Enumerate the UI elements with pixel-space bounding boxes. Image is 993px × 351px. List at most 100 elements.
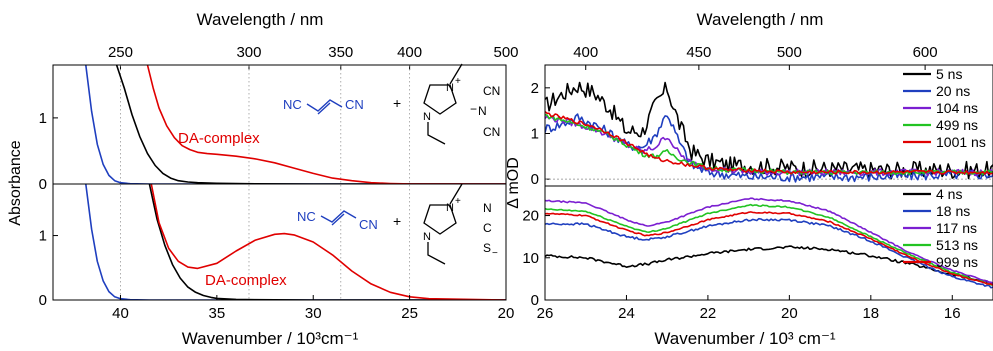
scheme-upper-acceptor-nc: NC [283,97,302,112]
right-top-tick-label-2: 500 [777,44,802,61]
right-xtick-label-2: 22 [700,305,717,322]
scheme-upper-acceptor-bond [306,99,343,112]
right-legend0-label-1: 20 ns [936,83,970,99]
left-xtick-label-2: 30 [305,305,322,322]
left-lower-subplot: 01 [39,184,506,309]
left-x-axis-label: Wavenumber / 10³cm⁻¹ [182,329,359,348]
left-top-tick-label-0: 250 [108,44,133,61]
right-top-tick-label-3: 600 [913,44,938,61]
left-bottom-ticks: 40 35 30 25 20 [112,295,514,322]
right-xtick-label-0: 26 [537,305,554,322]
scheme-lower-acceptor-nc: NC [297,209,316,224]
right-sub1-series-3 [545,203,993,286]
left-top-axis-label: Wavelength / nm [197,10,324,29]
scheme-upper-ethyl [427,122,446,145]
right-legend1-label-2: 117 ns [936,220,977,236]
scheme-upper: NC CN + N + N CN N − CN [283,63,500,145]
scheme-lower-n1: N [446,202,454,214]
scheme-lower-n2: N [423,231,431,243]
right-lower-subplot: 0 10 20 [522,197,993,309]
scheme-upper-anion-n: N [478,104,487,118]
scheme-lower-plus: + [393,213,401,229]
right-legend0-label-3: 499 ns [936,117,978,133]
right-top-axis-label: Wavelength / nm [697,10,824,29]
scheme-lower-acceptor-cn: CN [359,217,378,232]
scheme-upper-acceptor-cn: CN [345,97,364,112]
left-sub0-ytick-label-1: 1 [39,110,47,127]
right-legend0-label-2: 104 ns [936,100,978,116]
left-sub1-ytick-label-1: 1 [39,228,47,245]
right-panel: Wavelength / nm 400 450 500 600 0 1 2 0 10 20 2… [505,10,993,348]
scheme-lower-acceptor-bond [320,210,357,223]
scheme-upper-methyl [449,63,463,85]
left-top-tick-label-1: 300 [236,44,261,61]
right-sub0-series-0 [545,81,993,180]
right-xtick-label-4: 18 [862,305,879,322]
scheme-lower-anion-s: S [483,241,491,255]
scheme-lower-ethyl [427,242,446,265]
left-top-tick-label-2: 350 [328,44,353,61]
right-bottom-ticks: 26 24 22 20 18 16 [537,295,961,322]
left-y-axis-label: Absorbance [7,140,24,225]
right-top-ticks: 400 450 500 600 [573,44,938,70]
right-legend1-label-4: 999 ns [936,254,978,270]
right-xtick-label-3: 20 [781,305,798,322]
right-sub0-ytick-label-0: 0 [531,171,539,188]
left-xtick-label-3: 25 [401,305,418,322]
left-xtick-label-0: 40 [112,305,129,322]
left-sub0-series-0 [85,65,506,184]
right-sub1-ytick-label-1: 10 [522,250,539,267]
right-legend1-label-0: 4 ns [936,186,962,202]
scheme-upper-n1: N [446,82,454,94]
scheme-lower-imidazolium-ring [423,204,457,235]
right-x-axis-label: Wavenumber / 10³ cm⁻¹ [654,329,836,348]
left-plot-frame [52,64,507,301]
left-panel: Wavelength / nm 250 300 350 400 500 01 01 40… [7,10,519,348]
right-xtick-label-5: 16 [944,305,961,322]
right-sub0-ytick-label-2: 2 [531,80,539,97]
left-xtick-label-4: 20 [498,305,515,322]
scheme-upper-double-bond [317,102,331,115]
left-sub0-series-2 [146,65,506,184]
left-sub1-series-0 [85,184,506,300]
right-sub0-ytick-label-1: 1 [531,125,539,142]
scheme-upper-plus: + [393,95,401,111]
left-sub0-ytick-label-0: 0 [39,176,47,193]
right-xtick-label-1: 24 [618,305,635,322]
right-sub1-ytick-label-2: 20 [522,208,539,225]
lower-da-complex-label: DA-complex [205,272,287,289]
left-top-tick-label-3: 400 [397,44,422,61]
scheme-upper-n2: N [423,111,431,123]
right-top-tick-label-0: 400 [573,44,598,61]
left-sub1-ytick-label-0: 0 [39,292,47,309]
right-upper-subplot: 0 1 2 [531,80,993,188]
scheme-lower: NC CN + N + N N C S − [297,183,498,265]
right-top-tick-label-1: 450 [686,44,711,61]
right-legend0-label-4: 1001 ns [936,134,986,150]
scheme-upper-anion-charge: − [470,102,477,116]
scheme-upper-anion-cn1: CN [483,84,500,98]
scheme-lower-anion-charge: − [492,248,498,259]
scheme-lower-anion-n: N [483,201,492,215]
scheme-upper-anion-cn2: CN [483,125,500,139]
scheme-upper-cation-charge: + [455,76,461,87]
left-upper-subplot: 01 [39,65,506,193]
right-sub1-series-0 [545,245,993,285]
right-y-axis-label: Δ mOD [505,157,522,209]
right-legend1-label-3: 513 ns [936,237,978,253]
left-top-tick-label-4: 500 [493,44,518,61]
right-sub1-series-2 [545,197,993,285]
scheme-lower-cation-charge: + [455,196,461,207]
right-sub1-ytick-label-0: 0 [531,292,539,309]
scheme-lower-methyl [449,183,463,205]
right-legend0-label-0: 5 ns [936,66,962,82]
scheme-lower-double-bond [331,213,345,226]
scheme-lower-anion-c: C [483,221,492,235]
left-xtick-label-1: 35 [209,305,226,322]
left-sub1-series-2 [150,184,506,300]
right-plot-frame [544,64,993,301]
upper-da-complex-label: DA-complex [178,130,260,147]
